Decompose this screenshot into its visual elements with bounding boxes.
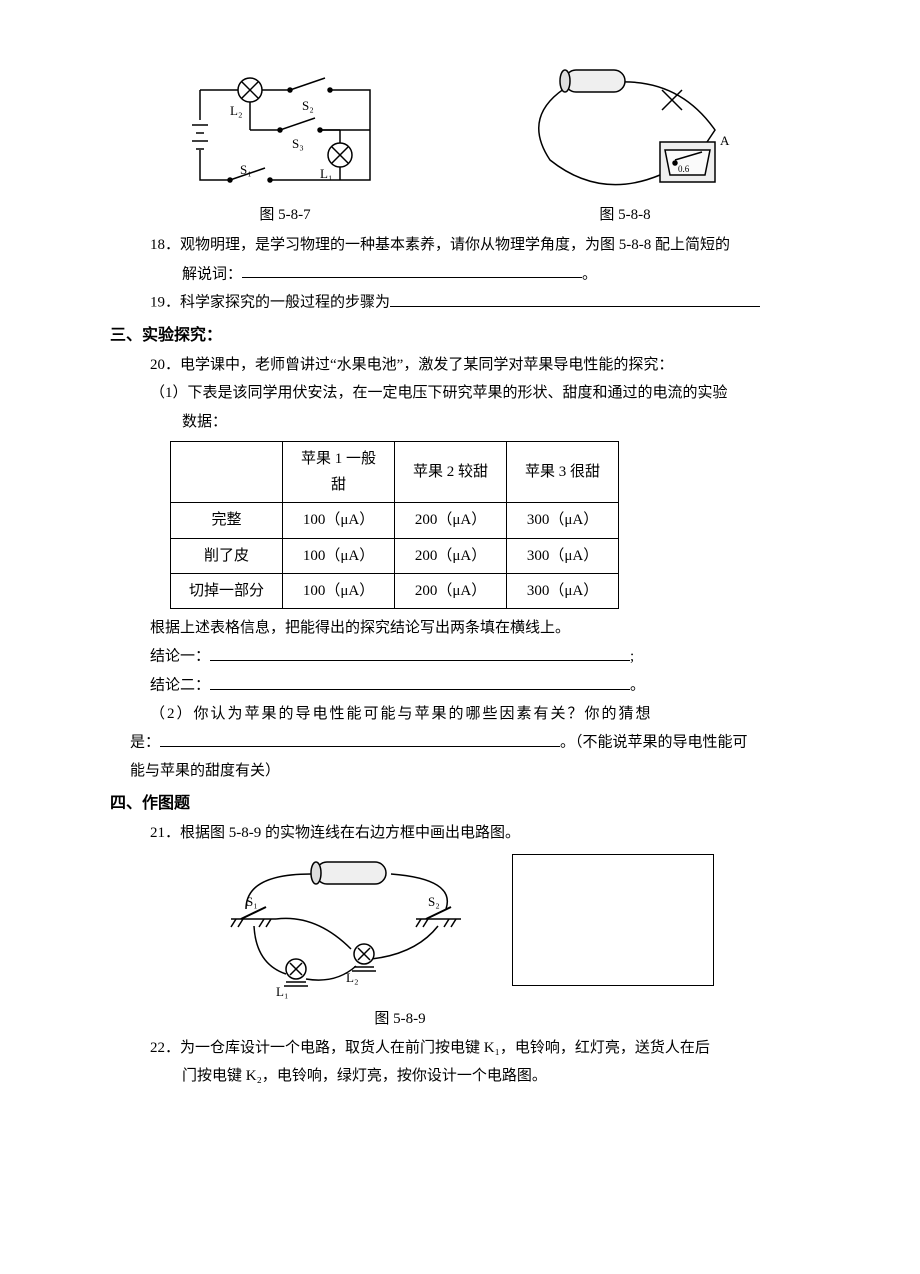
table-row: 完整100（μA）200（μA）300（μA）: [171, 503, 619, 538]
figure-5-8-8: A 0.6 图 5-8-8: [510, 60, 740, 228]
svg-text:A: A: [720, 133, 730, 148]
conclusion-1-blank[interactable]: [210, 643, 630, 661]
question-20-part2-b: 是： 。（不能说苹果的导电性能可: [110, 729, 810, 756]
question-18-blank[interactable]: [242, 261, 582, 279]
generator-diagram-5-8-8-icon: A 0.6: [510, 60, 740, 200]
table-row: 切掉一部分100（μA）200（μA）300（μA）: [171, 573, 619, 608]
question-20-intro: 20．电学课中，老师曾讲过“水果电池”，激发了某同学对苹果导电性能的探究：: [110, 352, 810, 378]
figures-5-8-7-and-5-8-8: S₂ S₃ S₁ L₂ L₁ 图 5-8-7: [110, 60, 810, 228]
circuit-diagram-5-8-7-icon: S₂ S₃ S₁ L₂ L₁: [180, 60, 390, 200]
table-cell: 300（μA）: [507, 503, 619, 538]
svg-text:0.6: 0.6: [678, 164, 690, 174]
question-20-part2-a-text: （2）你认为苹果的导电性能可能与苹果的哪些因素有关？你的猜想: [150, 706, 653, 722]
question-18-period: 。: [582, 266, 597, 282]
question-19-text: 科学家探究的一般过程的步骤为: [180, 295, 390, 311]
table-header-cell: [171, 441, 283, 503]
svg-text:S₃: S₃: [292, 136, 304, 151]
table-cell: 100（μA）: [283, 538, 395, 573]
question-18: 18．观物明理，是学习物理的一种基本素养，请你从物理学角度，为图 5-8-8 配…: [110, 232, 810, 258]
question-20-conclusion-2: 结论二： 。: [110, 672, 810, 699]
question-18-text-a: 观物明理，是学习物理的一种基本素养，请你从物理学角度，为图 5-8-8 配上简短…: [180, 237, 730, 253]
question-19: 19．科学家探究的一般过程的步骤为: [110, 289, 810, 316]
question-20-part2-blank[interactable]: [160, 729, 560, 747]
question-21-text: 根据图 5-8-9 的实物连线在右边方框中画出电路图。: [180, 825, 520, 841]
figure-5-8-9-caption: 图 5-8-9: [0, 1006, 810, 1032]
svg-text:L₂: L₂: [346, 970, 358, 985]
section-4-heading: 四、作图题: [110, 790, 810, 818]
figure-5-8-7-caption: 图 5-8-7: [180, 202, 390, 228]
question-20-after-table: 根据上述表格信息，把能得出的探究结论写出两条填在横线上。: [110, 615, 810, 641]
table-cell: 切掉一部分: [171, 573, 283, 608]
question-20-part1-b-text: 数据：: [182, 414, 227, 430]
question-20-data-table: 苹果 1 一般甜苹果 2 较甜苹果 3 很甜完整100（μA）200（μA）30…: [170, 441, 619, 609]
question-21-answer-box[interactable]: [512, 854, 714, 986]
question-22-number: 22．: [150, 1040, 180, 1056]
figure-5-8-7: S₂ S₃ S₁ L₂ L₁ 图 5-8-7: [180, 60, 390, 228]
question-19-blank[interactable]: [390, 289, 760, 307]
question-20-part1-a: （1）下表是该同学用伏安法，在一定电压下研究苹果的形状、甜度和通过的电流的实验: [110, 380, 810, 406]
svg-text:S₂: S₂: [302, 98, 314, 113]
table-cell: 100（μA）: [283, 573, 395, 608]
figure-5-8-9: S₁ S₂ L₁ L₂: [206, 854, 486, 1004]
conclusion-1-label: 结论一：: [150, 649, 210, 665]
question-18-line2: 解说词： 。: [110, 261, 810, 288]
question-20-part2-b-label: 是：: [130, 735, 160, 751]
question-20-part2-c: 能与苹果的甜度有关）: [110, 758, 810, 784]
svg-text:S₂: S₂: [428, 894, 440, 909]
table-cell: 200（μA）: [395, 573, 507, 608]
table-cell: 200（μA）: [395, 538, 507, 573]
question-20-intro-text: 电学课中，老师曾讲过“水果电池”，激发了某同学对苹果导电性能的探究：: [180, 357, 673, 373]
question-22-line2: 门按电键 K₂，电铃响，绿灯亮，按你设计一个电路图。: [110, 1063, 810, 1089]
table-cell: 100（μA）: [283, 503, 395, 538]
question-18-number: 18．: [150, 237, 180, 253]
conclusion-2-tail: 。: [630, 678, 645, 694]
svg-text:L₁: L₁: [276, 984, 288, 999]
figure-5-8-9-row: S₁ S₂ L₁ L₂: [110, 854, 810, 1004]
question-21: 21．根据图 5-8-9 的实物连线在右边方框中画出电路图。: [110, 820, 810, 846]
question-20-part1-b: 数据：: [110, 409, 810, 435]
question-20-conclusion-1: 结论一：;: [110, 643, 810, 670]
conclusion-1-tail: ;: [630, 649, 634, 665]
table-header-cell: 苹果 2 较甜: [395, 441, 507, 503]
table-header-cell: 苹果 1 一般甜: [283, 441, 395, 503]
question-20-number: 20．: [150, 357, 180, 373]
table-header-cell: 苹果 3 很甜: [507, 441, 619, 503]
section-3-heading: 三、实验探究：: [110, 322, 810, 350]
question-21-number: 21．: [150, 825, 180, 841]
question-19-number: 19．: [150, 295, 180, 311]
circuit-diagram-5-8-9-icon: S₁ S₂ L₁ L₂: [206, 854, 486, 1004]
table-cell: 300（μA）: [507, 538, 619, 573]
question-18-text-b: 解说词：: [182, 266, 242, 282]
question-20-part2-a: （2）你认为苹果的导电性能可能与苹果的哪些因素有关？你的猜想: [110, 701, 810, 727]
svg-text:S₁: S₁: [240, 162, 252, 177]
svg-text:L₁: L₁: [320, 166, 332, 181]
table-cell: 300（μA）: [507, 573, 619, 608]
question-22-line1: 22．为一仓库设计一个电路，取货人在前门按电键 K₁，电铃响，红灯亮，送货人在后: [110, 1035, 810, 1061]
svg-text:S₁: S₁: [246, 894, 258, 909]
figure-5-8-8-caption: 图 5-8-8: [510, 202, 740, 228]
table-row: 削了皮100（μA）200（μA）300（μA）: [171, 538, 619, 573]
conclusion-2-blank[interactable]: [210, 672, 630, 690]
question-20-part1-a-text: （1）下表是该同学用伏安法，在一定电压下研究苹果的形状、甜度和通过的电流的实验: [150, 385, 728, 401]
table-cell: 削了皮: [171, 538, 283, 573]
question-22-text-1: 为一仓库设计一个电路，取货人在前门按电键 K₁，电铃响，红灯亮，送货人在后: [180, 1040, 710, 1056]
question-20-part2-b-tail: 。（不能说苹果的导电性能可: [560, 735, 748, 751]
svg-text:L₂: L₂: [230, 103, 242, 118]
table-cell: 完整: [171, 503, 283, 538]
table-cell: 200（μA）: [395, 503, 507, 538]
conclusion-2-label: 结论二：: [150, 678, 210, 694]
